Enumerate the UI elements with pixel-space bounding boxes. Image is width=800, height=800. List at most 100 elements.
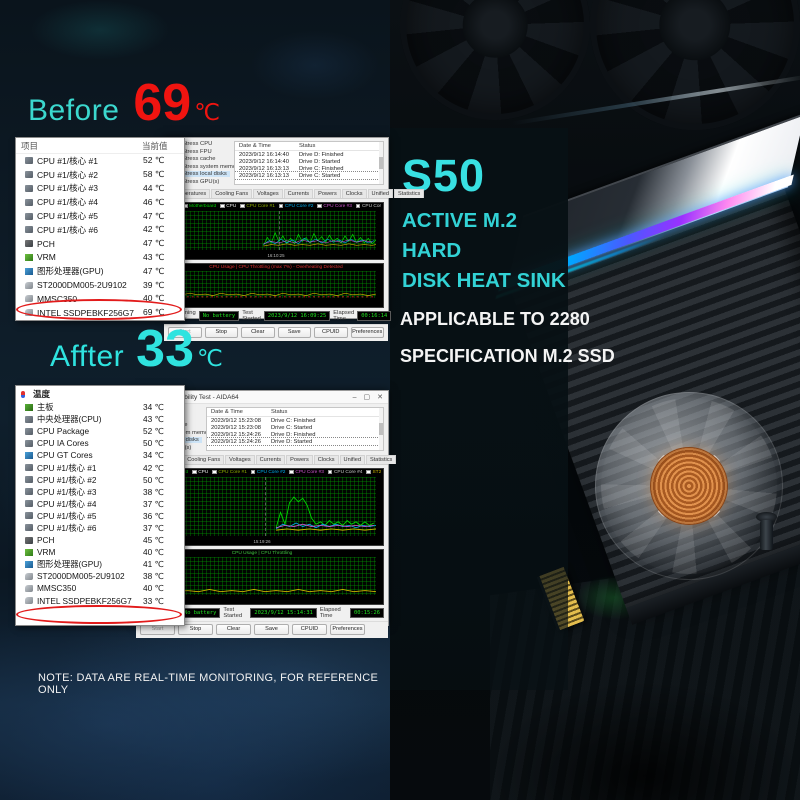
minimize-icon[interactable]: – [352,393,357,401]
tab[interactable]: Currents [255,454,286,464]
sensor-row[interactable]: CPU #1/核心 #2 58 ℃ [16,168,184,182]
legend-checkbox-icon[interactable] [192,469,197,475]
legend-checkbox-icon[interactable] [278,203,284,209]
legend-item[interactable]: CPU Core #3 [317,204,352,209]
window-button[interactable]: CPUID [314,326,348,338]
sensor-row[interactable]: CPU #1/核心 #6 42 ℃ [16,223,184,237]
sensor-row[interactable]: MMSC350 40 ℃ [16,292,184,306]
tab[interactable]: Cooling Fans [211,188,253,198]
window-button[interactable]: Save [277,326,311,338]
sensor-row[interactable]: CPU GT Cores 34 ℃ [16,449,184,461]
usage-traces [182,292,376,297]
scrollbar[interactable] [379,408,383,450]
sensor-row[interactable]: INTEL SSDPEBKF256G7 33 ℃ [16,595,184,607]
log-row[interactable]: 2023/9/12 16:14:40 Drive D: Finished [235,151,383,158]
log-row[interactable]: 2023/9/12 16:13:13 Drive C: Finished [235,165,383,172]
sensor-row[interactable]: CPU #1/核心 #5 47 ℃ [16,209,184,223]
sensor-row[interactable]: CPU #1/核心 #1 52 ℃ [16,154,184,168]
legend-item[interactable]: CPU Core #2 [278,203,313,209]
scrollbar[interactable] [379,142,383,184]
sensor-row[interactable]: CPU #1/核心 #3 44 ℃ [16,182,184,196]
window-button[interactable]: CPUID [292,623,327,635]
tab[interactable]: Powers [314,188,341,198]
log-row[interactable]: 2023/9/12 15:24:26 Drive D: Started [207,437,383,446]
close-icon[interactable]: ✕ [377,393,383,401]
legend-checkbox-icon[interactable] [355,203,361,209]
sensor-row[interactable]: CPU #1/核心 #5 36 ℃ [16,510,184,522]
window-button[interactable]: Preferences [350,326,384,338]
sensor-row[interactable]: VRM 40 ℃ [16,546,184,558]
window-button[interactable]: Preferences [330,623,365,635]
tab[interactable]: Unified [367,188,393,198]
legend-checkbox-icon[interactable] [220,203,225,209]
scrollbar-thumb[interactable] [379,422,383,435]
sensor-row[interactable]: ST2000DM005-2U9102 39 ℃ [16,278,184,292]
legend-item[interactable]: CPU Core #2 [250,469,285,475]
legend-checkbox-icon[interactable] [366,469,371,475]
sensor-label: MMSC350 [37,293,78,304]
tab[interactable]: Powers [286,454,313,464]
log-row[interactable]: 2023/9/12 16:14:40 Drive D: Started [235,158,383,165]
legend-item[interactable]: CPU Core #3 [289,470,324,475]
legend-item[interactable]: CPU [192,470,208,475]
sensor-row[interactable]: MMSC350 40 ℃ [16,582,184,594]
sensor-row[interactable]: PCH 47 ℃ [16,237,184,251]
sensor-icon [25,584,33,592]
log-time: 2023/9/12 15:23:08 [211,417,261,424]
window-button[interactable]: Start [168,326,202,338]
tab[interactable]: Voltages [253,188,283,198]
tab[interactable]: Clocks [341,188,367,198]
sensor-row[interactable]: ST2000DM005-2U9102 38 ℃ [16,570,184,582]
log-row[interactable]: 2023/9/12 16:13:13 Drive C: Started [235,171,383,180]
legend-checkbox-icon[interactable] [317,203,322,209]
legend-item[interactable]: ST2000DM005-2U9102 [366,470,381,475]
tab[interactable]: Statistics [393,188,425,198]
legend-item[interactable]: CPU Core #4 [327,469,362,475]
tab[interactable]: Cooling Fans [183,454,225,464]
legend-item[interactable]: Motherboard [183,204,216,209]
window-titlebar[interactable]: System Stability Test - AIDA64 – ▢ ✕ [136,391,388,404]
log-row[interactable]: 2023/9/12 15:23:08 Drive C: Started [207,424,383,431]
sensor-row[interactable]: CPU #1/核心 #4 46 ℃ [16,195,184,209]
log-row[interactable]: 2023/9/12 15:24:26 Drive D: Finished [207,431,383,438]
log-row[interactable]: 2023/9/12 15:23:08 Drive C: Finished [207,417,383,424]
window-button[interactable]: Stop [204,326,238,338]
legend-checkbox-icon[interactable] [250,469,256,475]
legend-checkbox-icon[interactable] [327,469,333,475]
elapsed-label: Elapsed Time [333,309,355,322]
sensor-row[interactable]: PCH 45 ℃ [16,534,184,546]
sensor-row[interactable]: CPU #1/核心 #4 37 ℃ [16,498,184,510]
tab[interactable]: Currents [283,188,314,198]
tab[interactable]: Unified [339,454,365,464]
window-button[interactable]: Save [254,623,289,635]
sensor-monitor-table: 项目 当前值 CPU #1/核心 #1 52 ℃ CPU #1/核心 #2 58… [15,137,185,321]
legend-checkbox-icon[interactable] [289,469,294,475]
sensor-row[interactable]: 图形处理器(GPU) 47 ℃ [16,264,184,278]
sensor-row[interactable]: 中央处理器(CPU) 43 ℃ [16,413,184,425]
tab[interactable]: Statistics [365,454,397,464]
legend-checkbox-icon[interactable] [240,203,245,209]
sensor-row[interactable]: CPU #1/核心 #2 50 ℃ [16,474,184,486]
window-button[interactable]: Clear [216,623,251,635]
sensor-row[interactable]: VRM 43 ℃ [16,251,184,265]
sensor-row[interactable]: 图形处理器(GPU) 41 ℃ [16,558,184,570]
sensor-row[interactable]: CPU Package 52 ℃ [16,425,184,437]
legend-item[interactable]: CPU [220,204,236,209]
window-button[interactable]: Stop [178,623,213,635]
tab[interactable]: Clocks [313,454,339,464]
tab[interactable]: Voltages [225,454,255,464]
sensor-row[interactable]: CPU IA Cores 50 ℃ [16,437,184,449]
sensor-row[interactable]: CPU #1/核心 #6 37 ℃ [16,522,184,534]
legend-checkbox-icon[interactable] [212,469,217,475]
legend-item[interactable]: CPU Core #1 [240,204,275,209]
legend-item[interactable]: CPU Core #4 [355,203,381,209]
sensor-row[interactable]: CPU #1/核心 #3 38 ℃ [16,486,184,498]
legend-item[interactable]: CPU Core #1 [212,470,247,475]
maximize-icon[interactable]: ▢ [363,393,371,401]
sensor-row[interactable]: 主板 34 ℃ [16,401,184,413]
scrollbar-thumb[interactable] [379,156,383,169]
window-button[interactable]: Clear [241,326,275,338]
sensor-row[interactable]: INTEL SSDPEBKF256G7 69 ℃ [16,306,184,320]
sensor-row[interactable]: CPU #1/核心 #1 42 ℃ [16,461,184,473]
product-spec-line1: APPLICABLE TO 2280 [400,309,590,329]
